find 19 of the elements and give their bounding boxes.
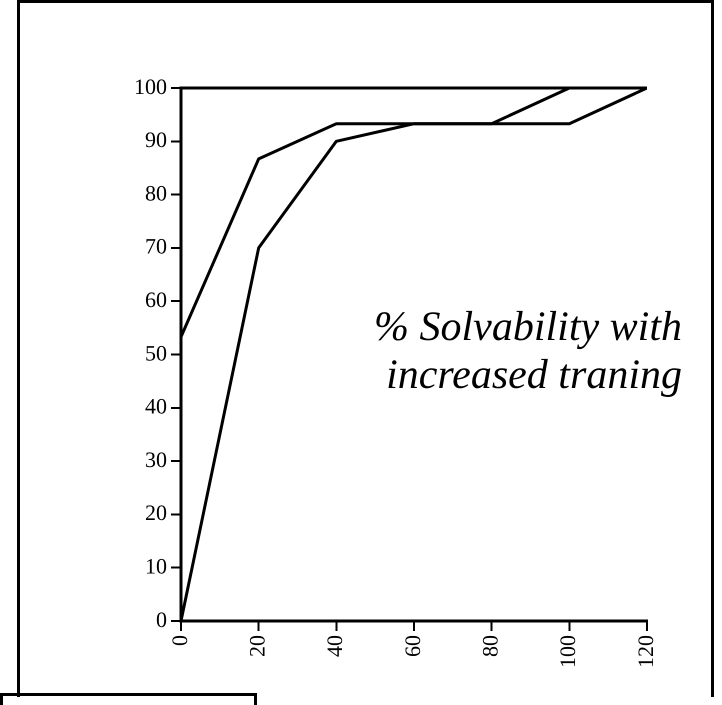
y-tick-label: 20 xyxy=(145,500,167,526)
x-tick-label: 40 xyxy=(322,635,348,657)
x-tick-label: 60 xyxy=(400,635,425,657)
y-tick-label: 50 xyxy=(145,340,167,366)
y-tick-label: 10 xyxy=(145,553,167,578)
x-tick-label: 100 xyxy=(555,635,580,668)
y-tick-label: 60 xyxy=(145,286,167,312)
x-tick-label: 120 xyxy=(632,635,658,668)
y-tick-label: 30 xyxy=(145,446,167,472)
y-tick-label: 90 xyxy=(145,127,167,152)
y-tick-label: 70 xyxy=(145,234,167,259)
x-tick-label: 20 xyxy=(244,635,270,657)
y-tick-label: 40 xyxy=(145,394,167,419)
x-tick-label: 0 xyxy=(166,635,192,646)
y-tick-label: 0 xyxy=(156,606,167,632)
annotation: % Solvability with increased traning xyxy=(374,304,682,398)
x-tick-label: 80 xyxy=(477,635,502,657)
y-tick-label: 100 xyxy=(134,74,167,99)
y-tick-label: 80 xyxy=(145,180,167,206)
